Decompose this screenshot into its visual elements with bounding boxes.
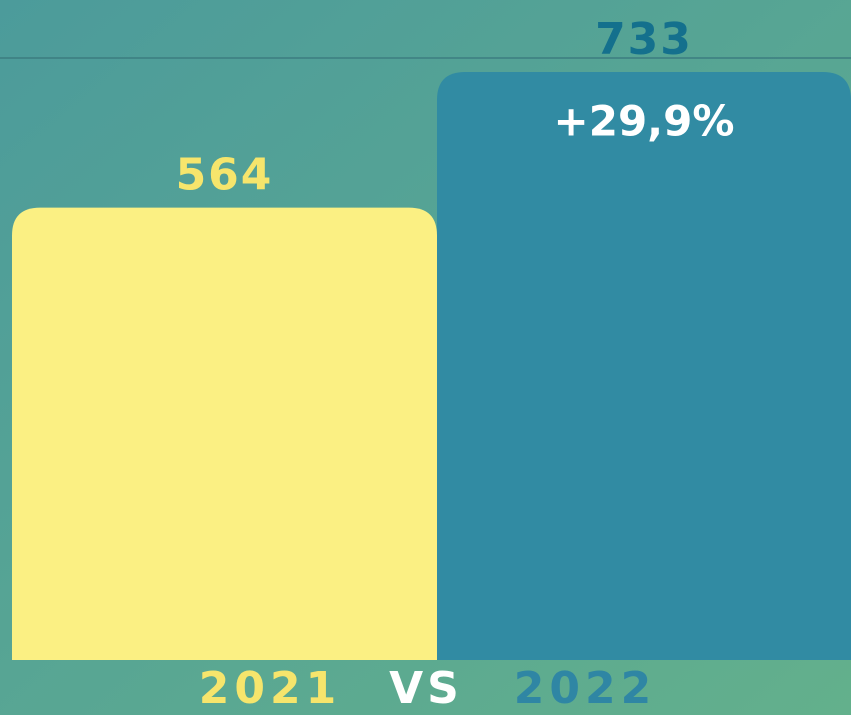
bar bbox=[12, 207, 437, 660]
vs-label: VS bbox=[389, 663, 463, 714]
value-label: 733 bbox=[595, 14, 693, 65]
value-label: 564 bbox=[176, 150, 274, 201]
category-label: 2022 bbox=[514, 663, 656, 714]
category-label: 2021 bbox=[199, 663, 341, 714]
change-annotation: +29,9% bbox=[554, 97, 735, 146]
bar bbox=[437, 72, 851, 660]
